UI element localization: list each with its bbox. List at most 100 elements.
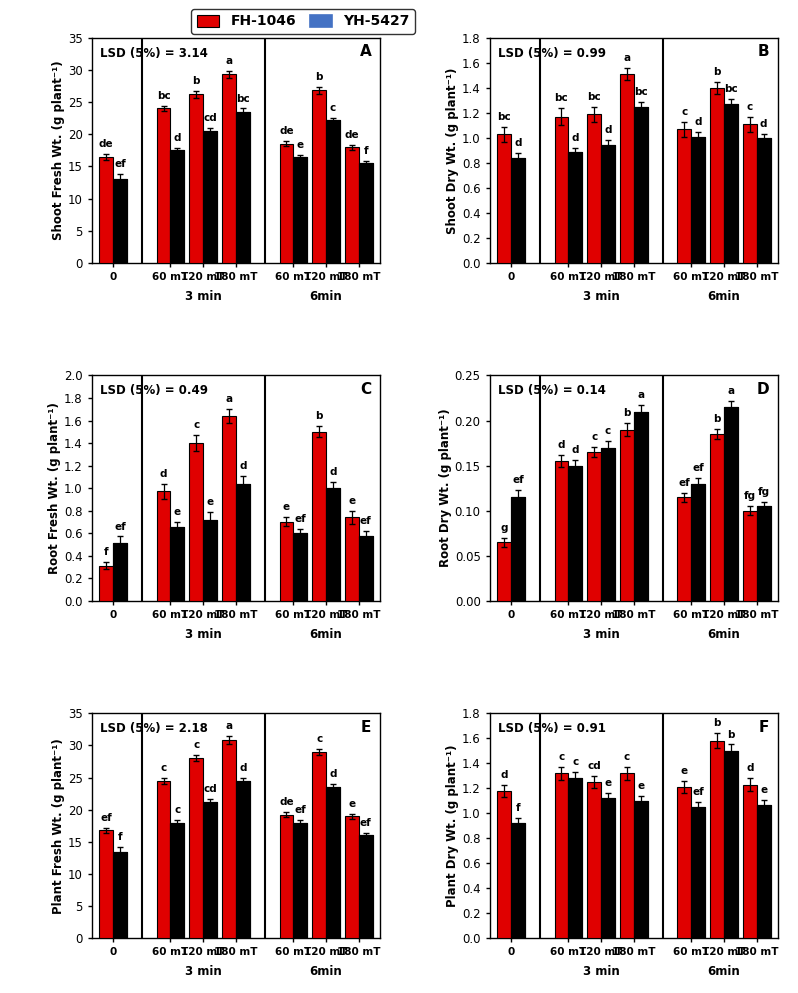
Text: 6min: 6min <box>310 965 342 978</box>
Bar <box>312 90 326 263</box>
Text: d: d <box>500 770 508 780</box>
Bar <box>236 484 250 601</box>
Text: a: a <box>226 56 233 66</box>
Text: d: d <box>173 133 181 143</box>
Bar <box>724 407 737 601</box>
Text: b: b <box>315 72 323 82</box>
Bar <box>691 484 705 601</box>
Text: ef: ef <box>294 513 306 523</box>
Text: c: c <box>330 102 336 112</box>
Bar <box>222 74 236 263</box>
Text: bc: bc <box>724 84 737 94</box>
Bar <box>497 790 511 938</box>
Text: c: c <box>174 805 180 815</box>
Bar <box>601 145 615 263</box>
Bar <box>113 180 127 263</box>
Text: c: c <box>747 101 753 111</box>
Text: c: c <box>193 420 200 430</box>
Bar <box>743 124 757 263</box>
Text: 6min: 6min <box>708 628 741 640</box>
Text: d: d <box>330 769 337 780</box>
Text: bc: bc <box>634 86 648 96</box>
Bar <box>359 163 373 263</box>
Text: E: E <box>361 720 372 735</box>
Text: b: b <box>623 408 630 418</box>
Text: LSD (5%) = 2.18: LSD (5%) = 2.18 <box>101 722 208 735</box>
Bar <box>511 158 525 263</box>
Bar <box>236 112 250 263</box>
Bar <box>99 566 113 601</box>
Bar <box>691 484 705 601</box>
Bar <box>294 822 307 938</box>
Text: LSD (5%) = 0.14: LSD (5%) = 0.14 <box>498 384 606 397</box>
Bar <box>568 466 582 601</box>
Bar <box>587 782 601 938</box>
Bar <box>743 784 757 938</box>
Bar <box>113 180 127 263</box>
Bar <box>634 800 648 938</box>
Text: 6min: 6min <box>708 290 741 303</box>
Bar <box>236 112 250 263</box>
Bar <box>113 543 127 601</box>
Bar <box>511 497 525 601</box>
Bar <box>294 157 307 263</box>
Text: c: c <box>624 752 630 762</box>
Text: ef: ef <box>101 813 112 823</box>
Bar <box>189 443 203 601</box>
Text: 3 min: 3 min <box>583 965 619 978</box>
Text: fg: fg <box>757 487 770 496</box>
Text: 3 min: 3 min <box>185 628 222 640</box>
Text: f: f <box>363 146 368 156</box>
Bar <box>312 752 326 938</box>
Text: e: e <box>604 779 611 788</box>
Text: de: de <box>279 126 294 136</box>
Text: d: d <box>694 116 702 126</box>
Text: d: d <box>746 764 753 774</box>
Text: LSD (5%) = 0.49: LSD (5%) = 0.49 <box>101 384 208 397</box>
Bar <box>568 466 582 601</box>
Bar <box>620 430 634 601</box>
Bar <box>279 144 294 263</box>
Bar <box>678 497 691 601</box>
Text: c: c <box>559 752 564 762</box>
Bar <box>222 416 236 601</box>
Text: d: d <box>558 440 565 450</box>
Bar <box>601 798 615 938</box>
Text: c: c <box>605 426 611 436</box>
Text: a: a <box>637 390 644 400</box>
Bar <box>171 822 184 938</box>
Text: 3 min: 3 min <box>185 965 222 978</box>
Bar <box>620 774 634 938</box>
Bar <box>203 131 217 263</box>
Text: cd: cd <box>587 761 601 771</box>
Text: 3 min: 3 min <box>583 290 619 303</box>
Bar <box>511 497 525 601</box>
Bar <box>203 131 217 263</box>
Text: c: c <box>572 757 579 767</box>
Text: f: f <box>104 547 109 557</box>
Bar <box>678 787 691 938</box>
Text: C: C <box>361 382 372 397</box>
Text: cd: cd <box>203 113 217 123</box>
Bar <box>601 798 615 938</box>
Bar <box>620 74 634 263</box>
Text: LSD (5%) = 0.91: LSD (5%) = 0.91 <box>498 722 606 735</box>
Bar <box>757 138 771 263</box>
Text: fg: fg <box>744 492 756 501</box>
Bar <box>497 542 511 601</box>
Y-axis label: Plant Dry Wt. (g plant⁻¹): Plant Dry Wt. (g plant⁻¹) <box>446 745 459 907</box>
Bar <box>757 804 771 938</box>
Text: 3 min: 3 min <box>185 290 222 303</box>
Bar <box>294 157 307 263</box>
Bar <box>326 787 340 938</box>
Bar <box>326 120 340 263</box>
Text: e: e <box>637 780 644 790</box>
Bar <box>359 835 373 938</box>
Bar <box>156 780 171 938</box>
Bar <box>359 835 373 938</box>
Text: c: c <box>193 740 200 750</box>
Bar <box>497 134 511 263</box>
Text: a: a <box>226 722 233 732</box>
Text: 6min: 6min <box>310 628 342 640</box>
Bar <box>326 489 340 601</box>
